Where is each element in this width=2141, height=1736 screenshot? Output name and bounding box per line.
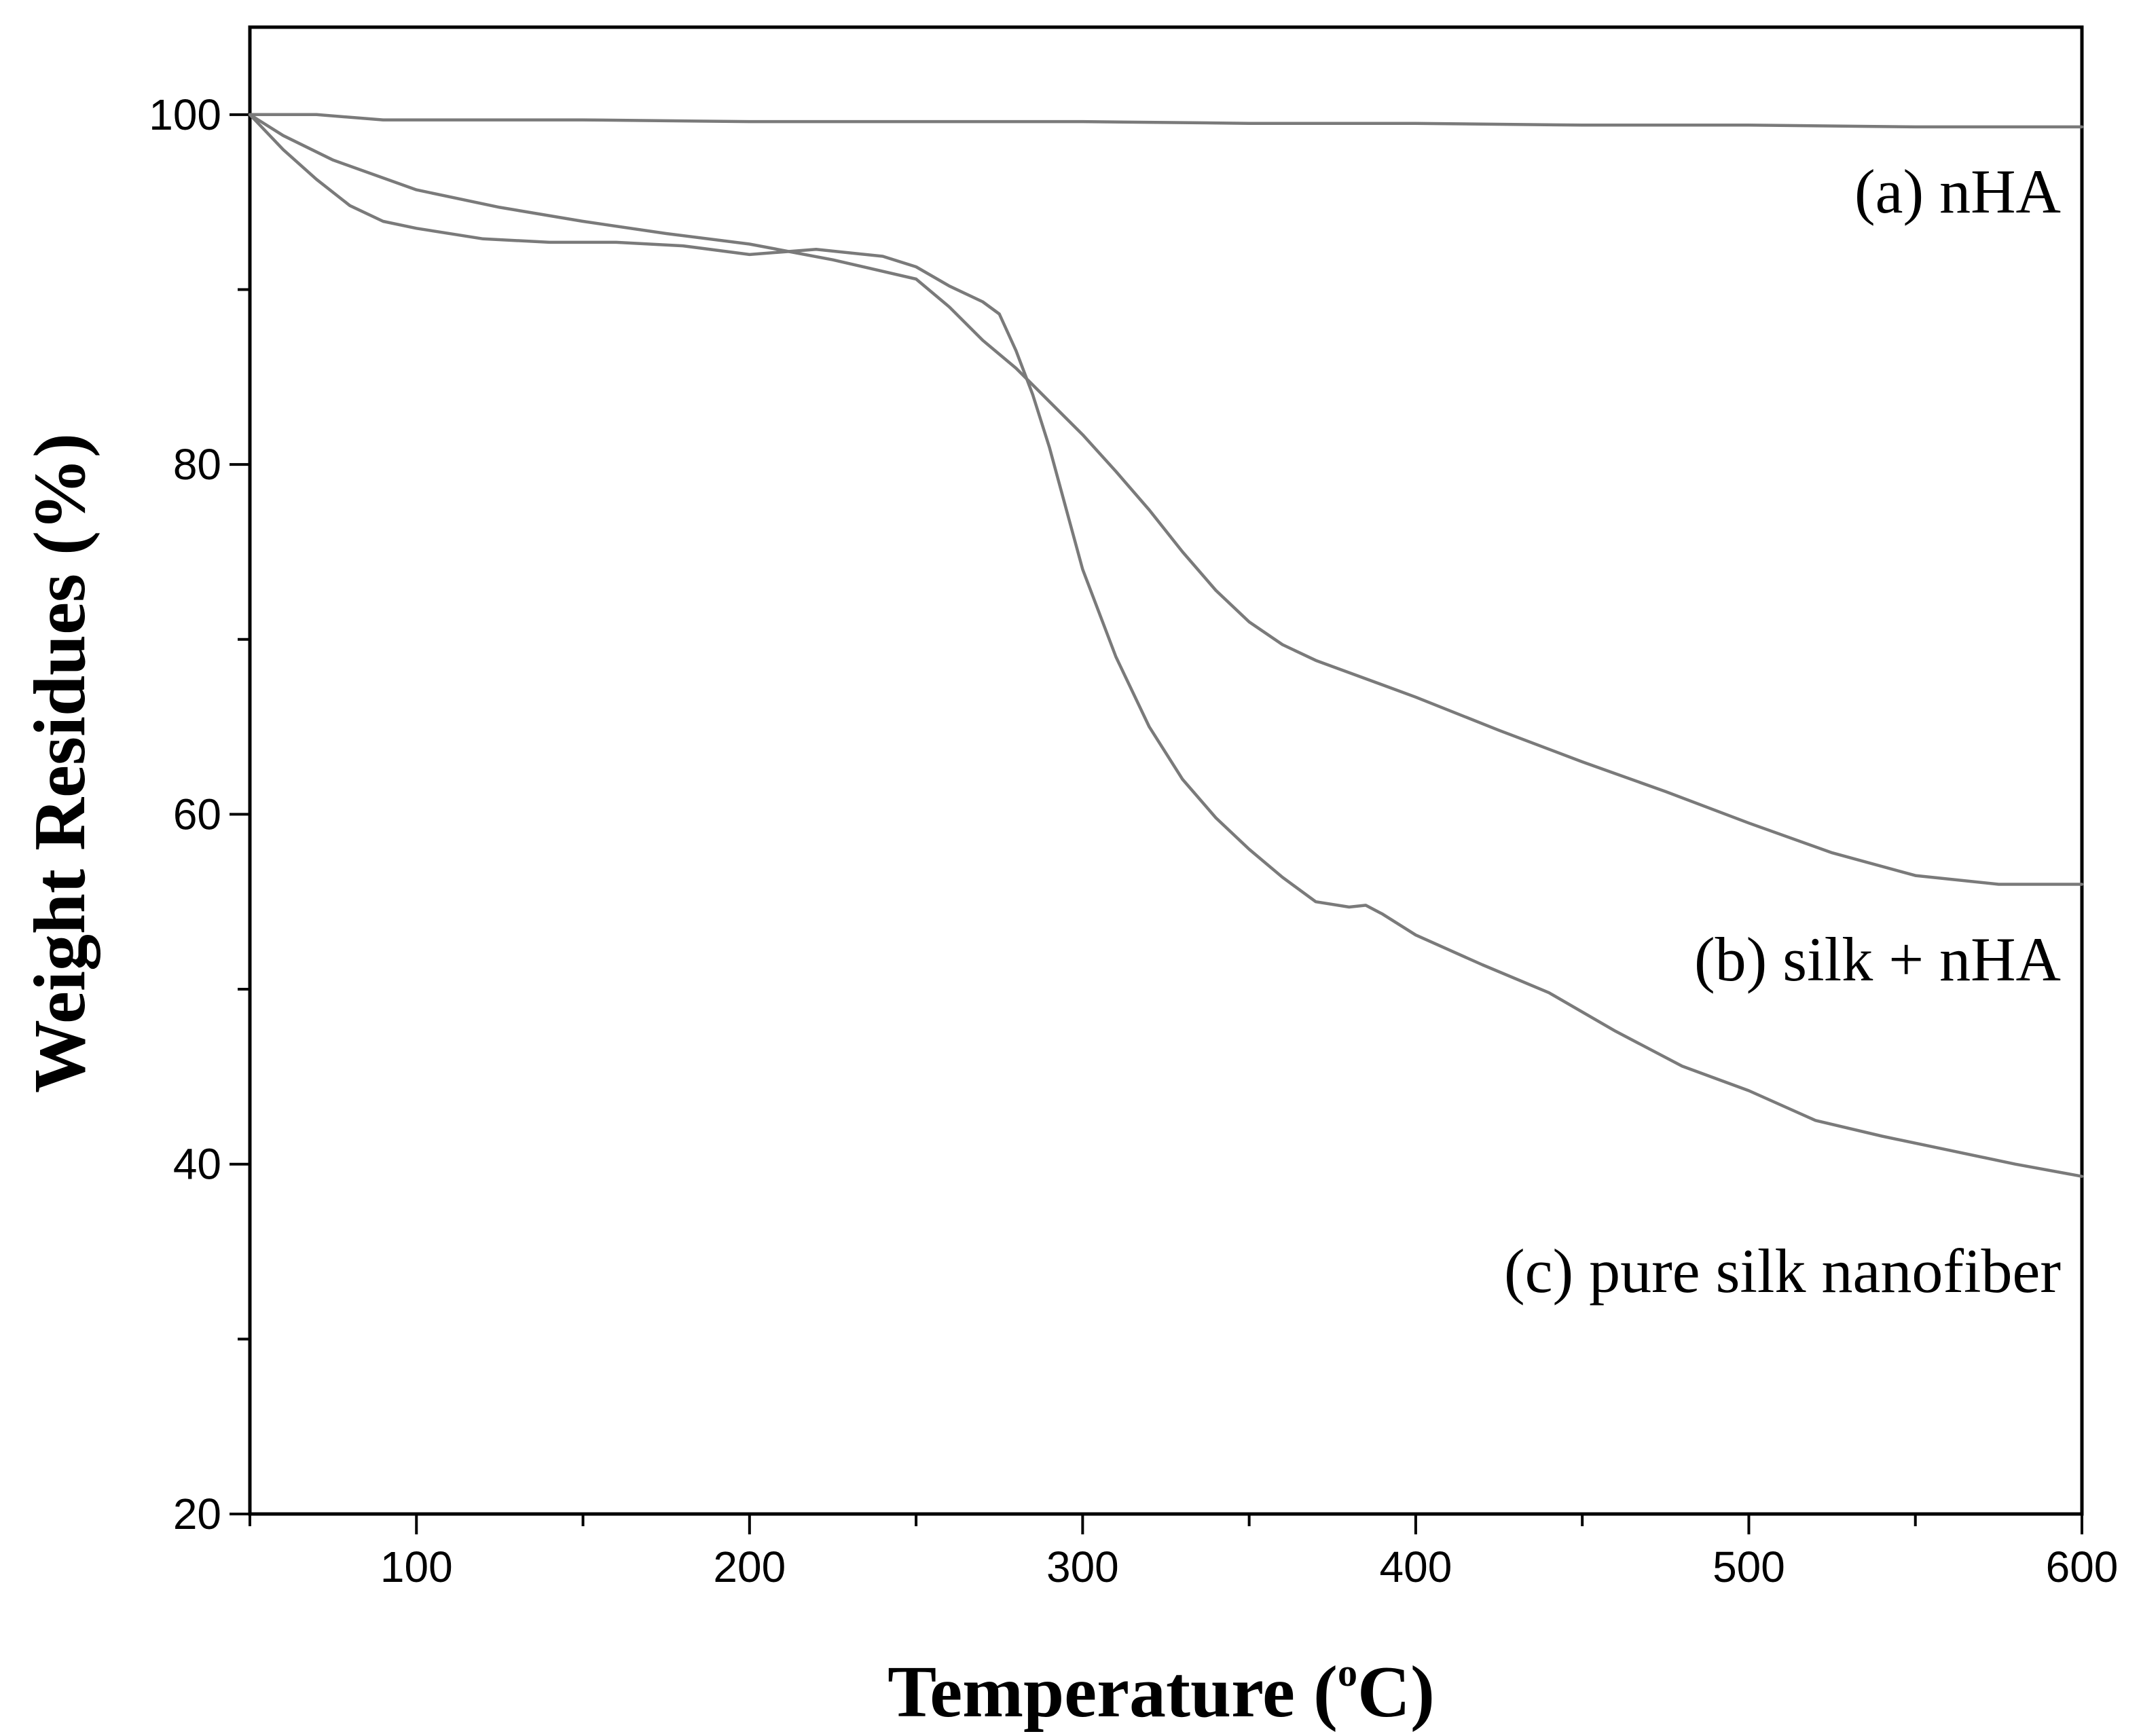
y-tick-label-40: 40 — [173, 1140, 221, 1189]
y-tick-label-20: 20 — [173, 1490, 221, 1538]
series-line-silk-nha — [248, 113, 2084, 886]
x-tick-label-400: 400 — [1380, 1543, 1452, 1591]
annotation-silk-nha: (b) silk + nHA — [1694, 925, 2061, 994]
y-tick-label-60: 60 — [173, 790, 221, 838]
plot-frame — [248, 25, 2084, 1516]
x-tick-label-300: 300 — [1046, 1543, 1119, 1591]
x-axis-title-main: Temperature ( — [887, 1652, 1338, 1733]
x-tick-label-200: 200 — [713, 1543, 786, 1591]
x-tick-label-100: 100 — [380, 1543, 453, 1591]
series-line-pure-silk — [248, 113, 2084, 1178]
annotation-pure-silk: (c) pure silk nanofiber — [1504, 1236, 2061, 1306]
x-axis-title: Temperature (oC) — [887, 1650, 1435, 1733]
axis-ticks: 100 200 300 400 500 600 20 40 60 80 100 — [149, 90, 2118, 1591]
y-tick-label-80: 80 — [173, 440, 221, 489]
series-line-nha — [248, 113, 2084, 129]
x-tick-label-500: 500 — [1713, 1543, 1785, 1591]
annotation-nha: (a) nHA — [1854, 157, 2061, 226]
x-tick-label-600: 600 — [2046, 1543, 2119, 1591]
series-lines — [248, 113, 2084, 1178]
y-axis-title: Weight Residues (%) — [20, 433, 100, 1093]
y-tick-label-100: 100 — [149, 90, 221, 139]
x-axis-title-unit: C) — [1357, 1652, 1435, 1733]
x-axis-title-degree: o — [1338, 1650, 1357, 1695]
